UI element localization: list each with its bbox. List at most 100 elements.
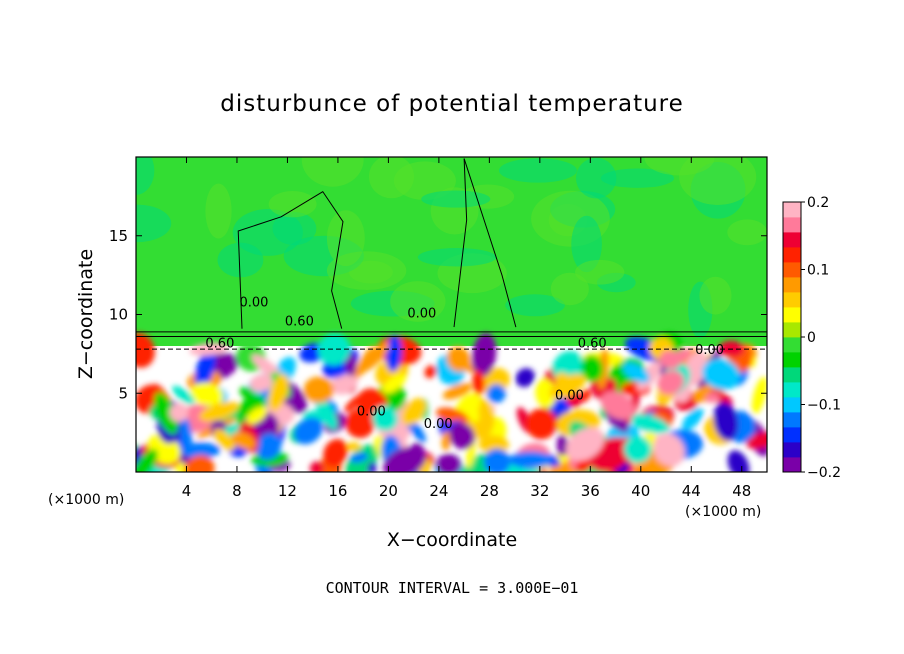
y-axis-label: Z−coordinate <box>75 249 97 379</box>
contour-label: 0.60 <box>578 337 607 352</box>
lower-field-patch <box>746 431 767 449</box>
contour-label: 0.00 <box>695 343 724 358</box>
x-tick-label: 28 <box>480 482 499 500</box>
contour-line <box>453 158 468 328</box>
lower-field-patch <box>436 407 469 424</box>
lower-field-patch <box>382 373 407 394</box>
lower-field-patch <box>682 407 704 431</box>
contour-line <box>463 158 517 328</box>
lower-field-patch <box>435 453 462 472</box>
lower-field-patch <box>303 376 334 403</box>
upper-field-patch <box>575 157 617 199</box>
lower-field-patch <box>172 385 195 405</box>
lower-field-patch <box>657 370 685 395</box>
lower-field-patch <box>597 348 609 390</box>
upper-layer-patches <box>136 157 767 338</box>
colorbar-swatch <box>783 382 801 398</box>
colorbar-tick-label: −0.1 <box>807 398 841 414</box>
lower-field-patch <box>385 335 402 372</box>
lower-field-patch <box>622 362 650 383</box>
upper-field-patch <box>205 183 232 239</box>
colorbar-swatch <box>783 352 801 368</box>
lower-field-patch <box>255 433 282 460</box>
upper-field-patch <box>136 204 172 243</box>
x-tick-label: 4 <box>182 482 192 500</box>
colorbar-swatch <box>783 292 801 308</box>
x-unit-left: (×1000 m) <box>48 492 124 508</box>
lower-field-patch <box>441 431 451 451</box>
lower-field-patch <box>410 442 426 461</box>
lower-field-patch <box>169 403 189 422</box>
y-tick-label: 10 <box>109 306 128 324</box>
lower-field-patch <box>478 435 509 454</box>
lower-field-patch <box>565 427 605 461</box>
lower-field-patch <box>468 404 480 423</box>
lower-field-patch <box>136 332 155 368</box>
lower-field-patch <box>508 451 553 469</box>
lower-field-patch <box>515 368 535 388</box>
plot-area: 0.60 0.60 0.60 0.00 0.00 0.00 0.00 0.00 0.00 <box>136 157 767 472</box>
colorbar-tick-label: −0.2 <box>807 465 841 481</box>
contour-line <box>237 190 344 329</box>
contour-label: 0.60 <box>205 337 234 352</box>
lower-field-patch <box>578 389 592 403</box>
lower-field-patch <box>269 374 289 412</box>
colorbar-swatch <box>783 322 801 338</box>
lower-field-patch <box>346 442 361 452</box>
lower-field-patch <box>249 374 273 392</box>
x-tick-label: 32 <box>530 482 549 500</box>
lower-field-patch <box>194 348 216 390</box>
lower-field-patch <box>727 450 750 472</box>
x-tick-label: 24 <box>429 482 448 500</box>
colorbar-swatch <box>783 337 801 353</box>
colorbar-swatch <box>783 427 801 443</box>
lower-field-patch <box>630 413 670 434</box>
lower-field-patch <box>471 333 497 378</box>
lower-field-patch <box>549 373 586 399</box>
lower-field-patch <box>294 417 323 445</box>
lower-field-patch <box>653 433 685 467</box>
x-unit-right: (×1000 m) <box>685 504 761 520</box>
lower-field-patch <box>705 393 720 403</box>
colorbar-swatch <box>783 262 801 278</box>
colorbar-swatch <box>783 202 801 218</box>
upper-field-patch <box>232 209 303 256</box>
upper-field-patch <box>505 294 565 317</box>
lower-field-patch <box>466 435 477 469</box>
x-tick-label: 36 <box>581 482 600 500</box>
lower-field-patch <box>575 458 592 472</box>
lower-field-patch <box>623 435 652 463</box>
colorbar-swatch <box>783 247 801 263</box>
contour-label: 0.00 <box>357 404 386 419</box>
x-axis-label: X−coordinate <box>387 529 517 551</box>
x-tick-label: 44 <box>682 482 701 500</box>
colorbar-swatch <box>783 307 801 323</box>
upper-field-patch <box>571 215 602 273</box>
lower-field-patch <box>317 333 351 366</box>
lower-field-patch <box>472 370 485 395</box>
colorbar-swatch <box>783 397 801 413</box>
lower-field-patch <box>600 391 635 420</box>
lower-field-patch <box>315 394 338 430</box>
lower-field-patch <box>154 392 179 435</box>
upper-field-patch <box>326 210 365 267</box>
lower-field-patch <box>372 405 398 432</box>
lower-field-patch <box>213 428 235 451</box>
lower-field-patch <box>180 417 193 454</box>
lower-field-patch <box>442 383 472 400</box>
lower-field-patch <box>184 455 215 472</box>
lower-field-patch <box>483 448 511 472</box>
colorbar-swatch <box>783 457 801 473</box>
x-tick-label: 12 <box>278 482 297 500</box>
contour-label: 0.00 <box>407 307 436 322</box>
colorbar-swatch <box>783 277 801 293</box>
lower-field-patch <box>486 384 506 403</box>
lower-field-patch <box>751 376 767 415</box>
lower-field-patch <box>231 431 256 450</box>
lower-field-patch <box>190 382 224 406</box>
chart-title: disturbunce of potential temperature <box>220 91 684 117</box>
lower-field-patch <box>401 397 427 426</box>
y-tick-label: 5 <box>118 384 128 402</box>
lower-field-patch <box>446 346 471 372</box>
lower-field-patch <box>659 350 681 369</box>
